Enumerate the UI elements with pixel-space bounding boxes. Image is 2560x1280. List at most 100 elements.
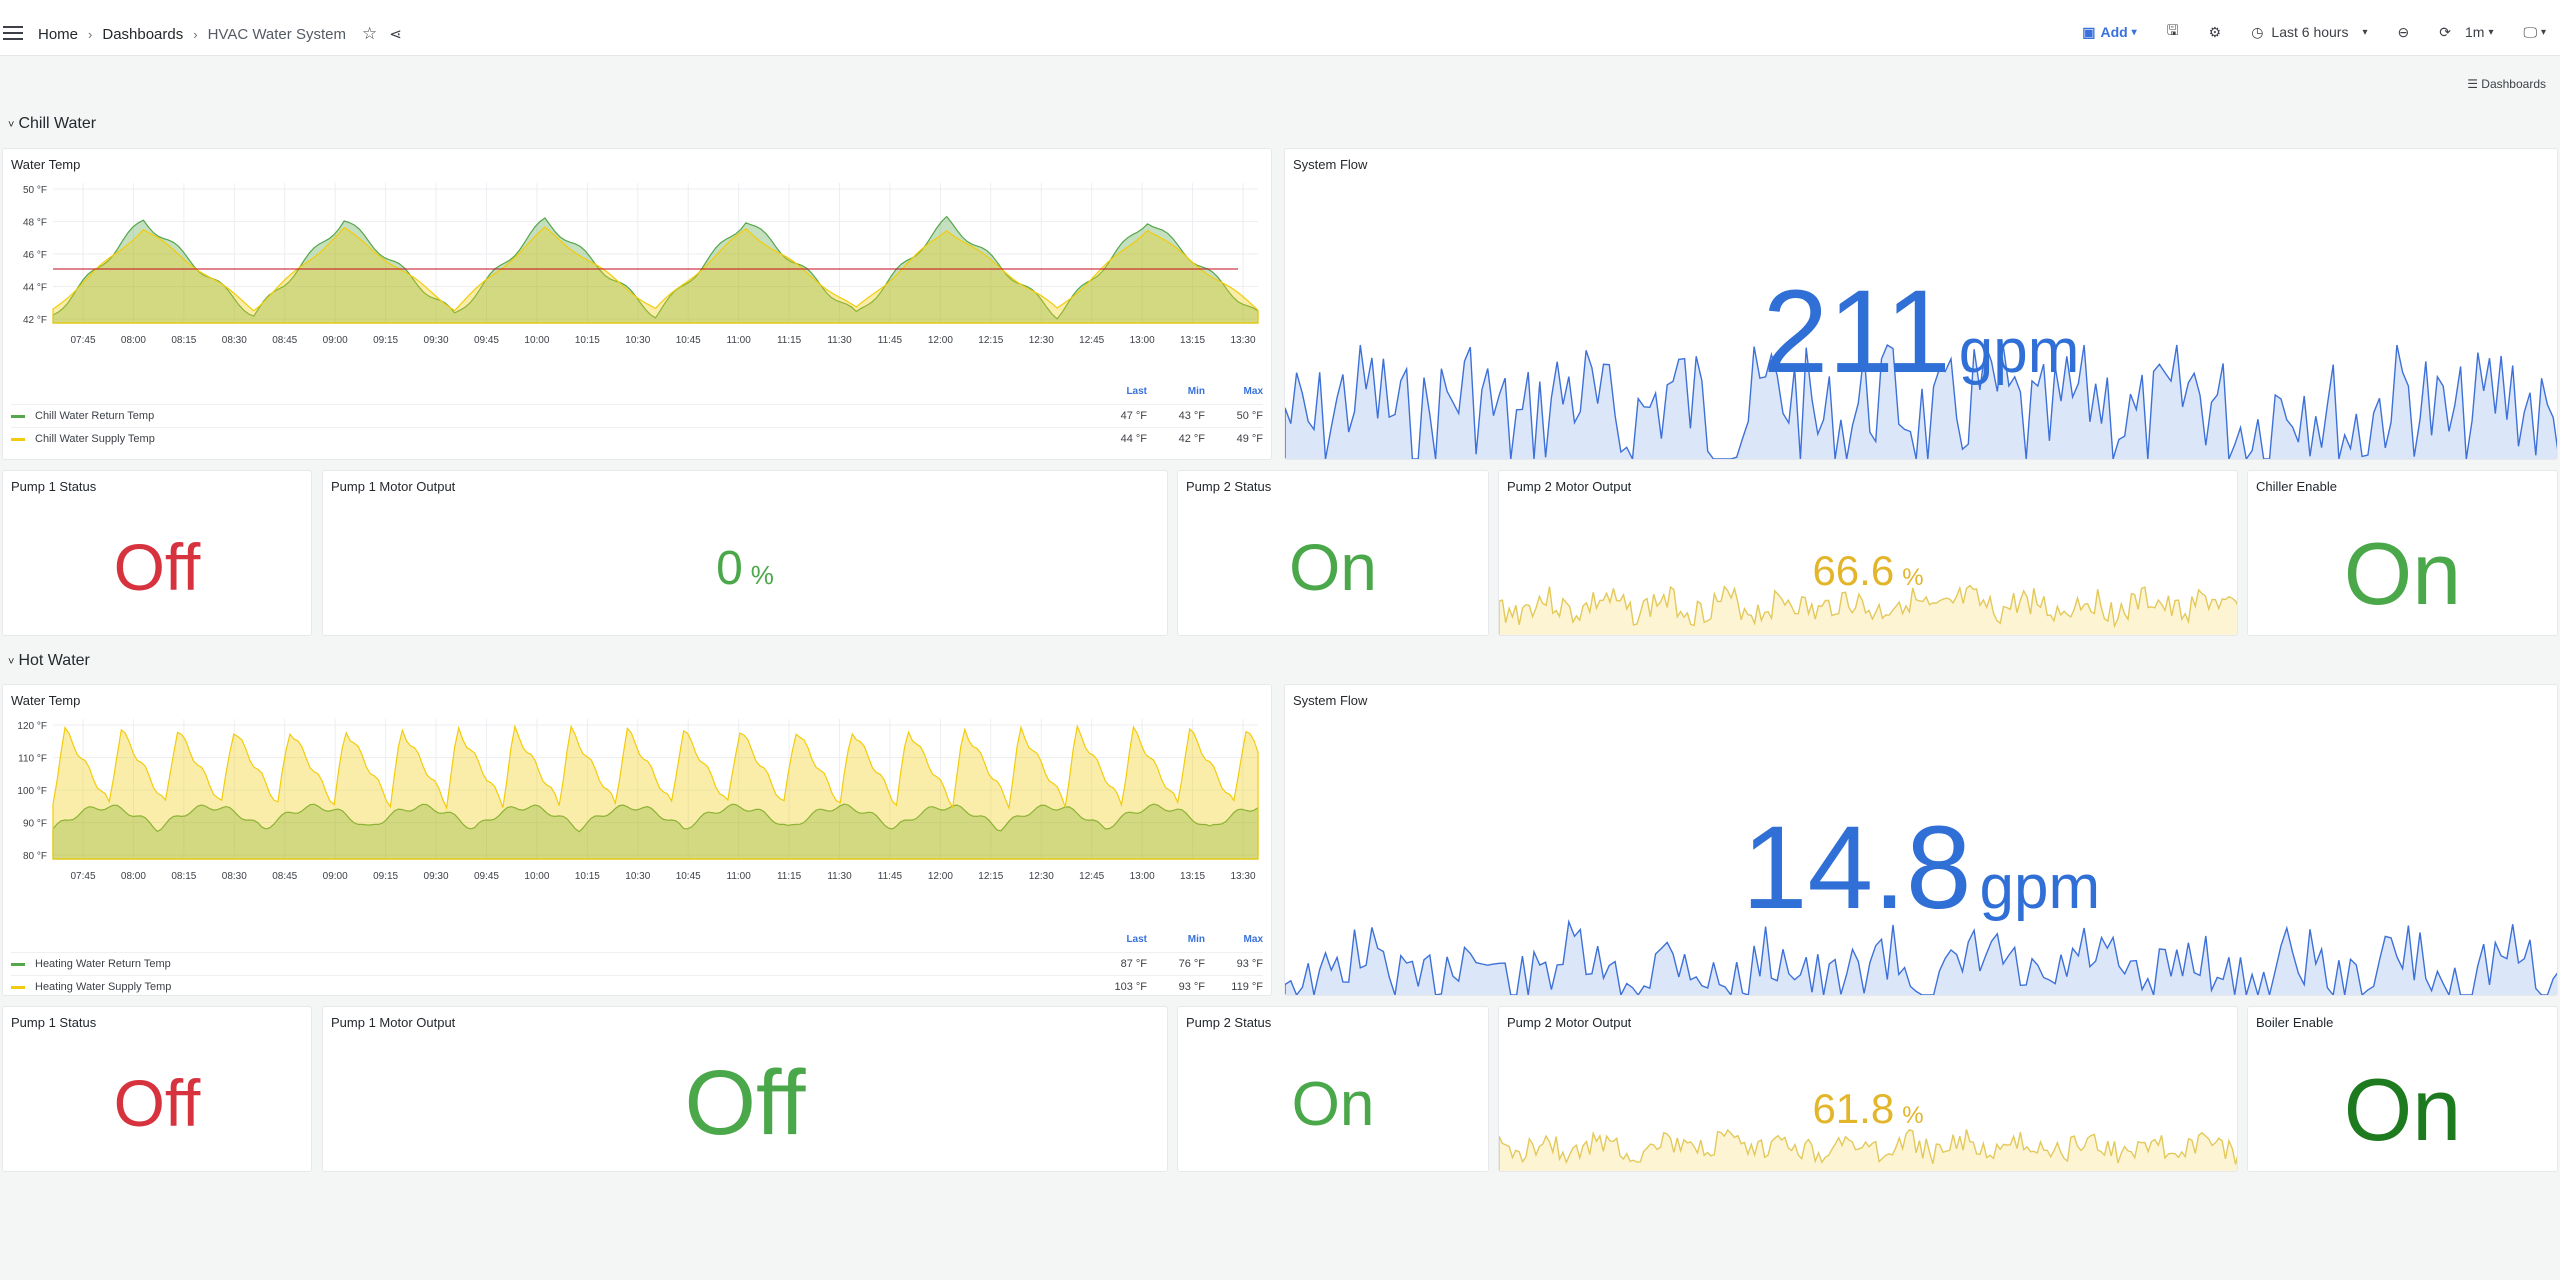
chill-pump1-status-panel[interactable]: Pump 1 Status Off <box>2 470 312 636</box>
chevron-right-icon: › <box>88 26 93 42</box>
stat-value: On <box>2343 1060 2462 1159</box>
legend-header: Last Min Max <box>11 934 1263 952</box>
breadcrumb: Home › Dashboards › HVAC Water System ☆ … <box>38 24 402 44</box>
x-tick-label: 13:00 <box>1130 335 1155 346</box>
star-icon[interactable]: ☆ <box>361 24 378 43</box>
x-tick-label: 11:30 <box>827 335 852 346</box>
legend-header-min[interactable]: Min <box>1187 386 1205 397</box>
chill-system-flow-panel[interactable]: System Flow 211 gpm <box>1284 148 2558 460</box>
x-tick-label: 11:45 <box>878 335 903 346</box>
x-tick-label: 10:00 <box>524 871 549 882</box>
x-tick-label: 09:00 <box>323 335 348 346</box>
y-tick-label: 110 °F <box>18 754 47 765</box>
boiler-enable-panel[interactable]: Boiler Enable On <box>2247 1006 2558 1172</box>
legend-item-return[interactable]: Chill Water Return Temp 47 °F 43 °F 50 °… <box>11 404 1263 427</box>
breadcrumb-dashboards[interactable]: Dashboards <box>102 25 184 43</box>
chiller-enable-panel[interactable]: Chiller Enable On <box>2247 470 2558 636</box>
stat-unit: gpm <box>1979 853 2101 922</box>
panel-title: Chiller Enable <box>2256 479 2337 494</box>
chill-pump2-motor-panel[interactable]: Pump 2 Motor Output 66.6% <box>1498 470 2238 636</box>
x-tick-label: 08:00 <box>121 871 146 882</box>
hot-pump1-status-panel[interactable]: Pump 1 Status Off <box>2 1006 312 1172</box>
chevron-down-icon: ▾ <box>2488 26 2494 38</box>
y-tick-label: 80 °F <box>23 851 47 862</box>
x-tick-label: 07:45 <box>70 335 95 346</box>
x-tick-label: 08:15 <box>171 335 196 346</box>
legend-value-last: 103 °F <box>1114 981 1147 993</box>
save-icon: 🖫 <box>2166 22 2179 38</box>
legend-header-max[interactable]: Max <box>1243 934 1263 945</box>
save-dashboard-button[interactable]: 🖫 <box>2167 20 2179 44</box>
legend-value-max: 49 °F <box>1236 433 1263 445</box>
hot-pump2-motor-panel[interactable]: Pump 2 Motor Output 61.8% <box>1498 1006 2238 1172</box>
legend-value-last: 87 °F <box>1120 958 1147 970</box>
chill-pump2-status-panel[interactable]: Pump 2 Status On <box>1177 470 1489 636</box>
legend-item-supply[interactable]: Heating Water Supply Temp 103 °F 93 °F 1… <box>11 975 1263 995</box>
chill-water-temp-graph: 50 °F 48 °F 46 °F 44 °F 42 °F 07:45 08:00 08:15… <box>23 183 1259 346</box>
share-icon[interactable]: ⋖ <box>389 26 402 43</box>
top-navbar: Home › Dashboards › HVAC Water System ☆ … <box>0 0 2560 56</box>
motor-sparkline <box>1499 1128 2237 1171</box>
zoom-out-button[interactable]: ⊖ <box>2398 24 2410 41</box>
legend-item-return[interactable]: Heating Water Return Temp 87 °F 76 °F 93… <box>11 952 1263 975</box>
x-tick-label: 08:45 <box>272 335 297 346</box>
refresh-icon: ⟳ <box>2439 23 2451 40</box>
row-header-hot-water[interactable]: ˅ Hot Water <box>8 652 90 670</box>
x-tick-label: 09:15 <box>373 871 398 882</box>
hot-water-temp-panel[interactable]: Water Temp 120 °F 110 °F 100 °F 90 °F 80 °F 0… <box>2 684 1272 996</box>
legend-value-min: 76 °F <box>1178 958 1205 970</box>
x-tick-label: 08:30 <box>222 335 247 346</box>
chevron-down-icon: ▾ <box>2131 26 2137 38</box>
row-header-chill-water[interactable]: ˅ Chill Water <box>8 115 96 133</box>
hot-pump2-status-panel[interactable]: Pump 2 Status On <box>1177 1006 1489 1172</box>
legend-header-last[interactable]: Last <box>1126 934 1147 945</box>
x-tick-label: 09:30 <box>424 871 449 882</box>
legend-header-max[interactable]: Max <box>1243 386 1263 397</box>
x-tick-label: 12:00 <box>928 871 953 882</box>
y-tick-label: 50 °F <box>23 185 47 196</box>
hot-pump1-motor-panel[interactable]: Pump 1 Motor Output Off <box>322 1006 1168 1172</box>
x-tick-label: 09:45 <box>474 335 499 346</box>
hot-system-flow-panel[interactable]: System Flow 14.8 gpm <box>1284 684 2558 996</box>
y-tick-label: 90 °F <box>23 819 47 830</box>
breadcrumb-home[interactable]: Home <box>38 25 79 43</box>
legend-value-max: 93 °F <box>1236 958 1263 970</box>
y-tick-label: 46 °F <box>23 250 47 261</box>
menu-icon[interactable] <box>3 26 23 40</box>
chevron-down-icon: ˅ <box>8 656 15 668</box>
settings-button[interactable]: ⚙ <box>2209 24 2222 41</box>
series-color-swatch <box>11 962 25 966</box>
legend-item-supply[interactable]: Chill Water Supply Temp 44 °F 42 °F 49 °… <box>11 427 1263 450</box>
sparkline-area <box>1285 919 2557 995</box>
return-temp-series <box>52 803 1259 860</box>
hot-water-temp-graph: 120 °F 110 °F 100 °F 90 °F 80 °F 07:45 08:00 08… <box>17 719 1259 882</box>
flow-sparkline <box>1285 919 2557 995</box>
stat-value: 66.6 <box>1812 547 1895 594</box>
monitor-icon: 🖵 <box>2523 23 2537 40</box>
panel-title: Pump 2 Motor Output <box>1507 479 1632 494</box>
x-tick-label: 08:15 <box>171 871 196 882</box>
time-picker-button[interactable]: ◷ Last 6 hours ▾ <box>2251 24 2367 41</box>
chevron-down-icon: ▾ <box>2362 26 2368 38</box>
flow-value: 14.8 gpm <box>1285 800 2557 936</box>
y-tick-label: 42 °F <box>23 315 47 326</box>
stat-value: 14.8 <box>1741 802 1972 934</box>
supply-temp-series <box>52 226 1259 324</box>
legend-value-min: 93 °F <box>1178 981 1205 993</box>
chill-pump1-motor-panel[interactable]: Pump 1 Motor Output 0% <box>322 470 1168 636</box>
x-tick-label: 13:30 <box>1230 871 1255 882</box>
legend-header-last[interactable]: Last <box>1126 386 1147 397</box>
stat-value: Off <box>113 1066 201 1140</box>
refresh-interval-picker[interactable]: 1m ▾ <box>2465 24 2493 40</box>
chill-water-legend: Last Min Max Chill Water Return Temp 47 … <box>11 386 1263 450</box>
dashboards-link-label: Dashboards <box>2481 77 2546 91</box>
chill-water-temp-panel[interactable]: Water Temp 50 °F 48 °F 46 °F 44 °F 42 °F 07:4… <box>2 148 1272 460</box>
x-tick-label: 12:30 <box>1029 335 1054 346</box>
refresh-button[interactable]: ⟳ <box>2439 24 2451 41</box>
x-tick-label: 12:45 <box>1079 335 1104 346</box>
tv-mode-button[interactable]: 🖵 ▾ <box>2523 24 2546 41</box>
legend-value-min: 43 °F <box>1178 410 1205 422</box>
dashboards-link[interactable]: ☰ Dashboards <box>2467 77 2546 91</box>
legend-header-min[interactable]: Min <box>1187 934 1205 945</box>
add-button[interactable]: ▣ Add ▾ <box>2082 24 2136 41</box>
